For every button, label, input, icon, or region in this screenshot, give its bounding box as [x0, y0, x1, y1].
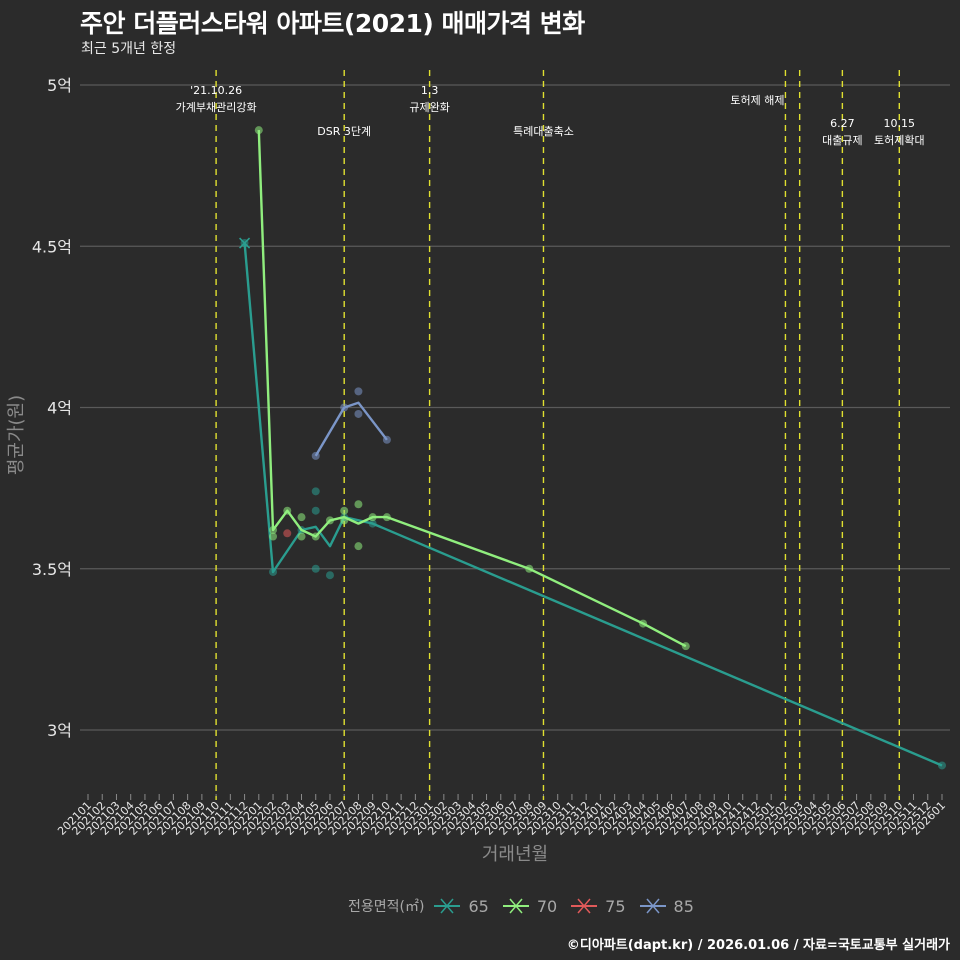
data-point[interactable] — [297, 532, 306, 541]
legend-key-icon — [502, 898, 529, 914]
event-annotation: 대출규제 — [822, 134, 862, 147]
legend: 전용면적(㎡) 65 70 75 85 — [348, 896, 708, 916]
event-annotation: 가계부채관리강화 — [176, 101, 257, 114]
y-tick-label: 3.5억 — [32, 560, 72, 579]
legend-key-icon — [571, 898, 598, 914]
data-point[interactable] — [283, 529, 292, 538]
event-annotation: 특례대출축소 — [513, 125, 574, 138]
series-line-85 — [314, 401, 388, 457]
legend-item-75[interactable]: 75 — [571, 896, 626, 916]
legend-key-icon — [639, 898, 666, 914]
event-annotation: DSR 3단계 — [317, 125, 371, 138]
legend-label: 75 — [605, 896, 626, 916]
data-point[interactable] — [311, 487, 320, 496]
chart-title: 주안 더플러스타워 아파트(2021) 매매가격 변화 — [80, 9, 585, 38]
data-point[interactable] — [354, 542, 363, 551]
data-point[interactable] — [311, 564, 320, 573]
y-axis-title: 평균가(원) — [6, 395, 27, 475]
event-annotation: '21.10.26 — [190, 84, 242, 97]
event-annotation: 토허제확대 — [874, 134, 925, 147]
chart-subtitle: 최근 5개년 한정 — [81, 41, 177, 57]
event-annotation: 규제완화 — [409, 101, 449, 114]
data-point[interactable] — [354, 387, 363, 396]
event-annotation: 6.27 — [830, 117, 855, 130]
data-point[interactable] — [297, 513, 306, 522]
y-tick-label: 4.5억 — [32, 237, 72, 256]
data-point[interactable] — [311, 506, 320, 515]
y-tick-label: 3억 — [47, 721, 72, 740]
legend-label: 65 — [468, 896, 489, 916]
data-point[interactable] — [325, 571, 334, 580]
series-line-70 — [257, 130, 687, 648]
y-tick-label: 4억 — [47, 399, 72, 418]
legend-title: 전용면적(㎡) — [348, 899, 425, 915]
source-credit: ©디아파트(dapt.kr) / 2026.01.06 / 자료=국토교통부 실… — [566, 938, 950, 953]
data-point[interactable] — [269, 532, 278, 541]
legend-label: 70 — [536, 896, 558, 916]
event-annotation: 10.15 — [884, 117, 916, 130]
y-tick-label: 5억 — [47, 76, 72, 95]
data-point[interactable] — [340, 506, 349, 515]
x-axis-title: 거래년월 — [482, 844, 548, 865]
legend-label: 85 — [673, 896, 694, 916]
event-annotation: 토허제 해제 — [730, 93, 784, 107]
legend-item-70[interactable]: 70 — [502, 896, 558, 916]
cross-marker-icon — [239, 237, 251, 249]
legend-item-85[interactable]: 85 — [639, 896, 694, 916]
legend-key-icon — [434, 898, 461, 914]
event-annotation: 1.3 — [421, 84, 439, 97]
data-point[interactable] — [354, 409, 363, 418]
legend-item-65[interactable]: 65 — [434, 896, 489, 916]
series-line-65 — [243, 242, 943, 767]
data-point[interactable] — [354, 500, 363, 509]
